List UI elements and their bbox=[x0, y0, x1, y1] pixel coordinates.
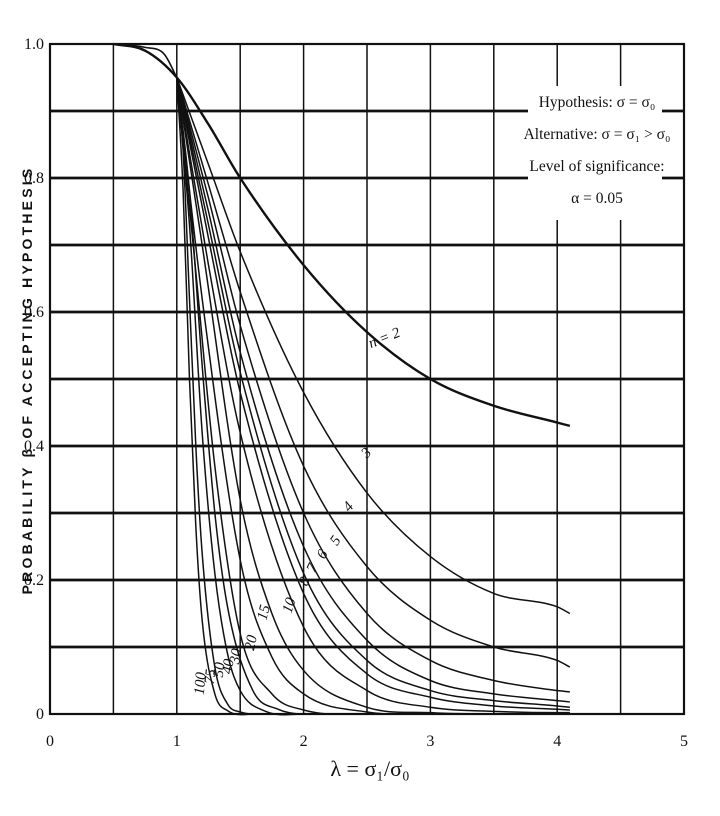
annotation-text: Level of significance: bbox=[529, 158, 664, 175]
curve-label: 7 bbox=[304, 560, 322, 575]
curve-line bbox=[176, 77, 571, 668]
y-tick-label: 0.2 bbox=[24, 572, 44, 589]
curve-line bbox=[113, 43, 178, 78]
curve-label: 10 bbox=[280, 595, 300, 615]
axes: 0 1 2 3 4 500.20.40.60.81.0 bbox=[24, 36, 688, 750]
curve-label: 15 bbox=[255, 603, 274, 622]
grid bbox=[50, 44, 684, 714]
curves bbox=[113, 42, 571, 716]
annotation-box: Hypothesis: σ = σ₀ Alternative: σ = σ₁ > … bbox=[524, 86, 671, 220]
curve-line bbox=[176, 77, 570, 711]
x-tick-label: 2 bbox=[300, 733, 308, 750]
x-tick-label: 5 bbox=[680, 733, 688, 750]
x-tick-label: 1 bbox=[173, 733, 181, 750]
x-axis-label: λ = σ₁/σ₀ bbox=[330, 756, 409, 781]
y-tick-label: 0.8 bbox=[24, 170, 44, 187]
y-tick-label: 0 bbox=[36, 706, 44, 723]
curve-line bbox=[176, 77, 571, 615]
curve-label: 40 bbox=[220, 658, 238, 676]
curve-label: 50 bbox=[211, 661, 229, 679]
annotation-text: α = 0.05 bbox=[571, 190, 623, 207]
annotation-text: Hypothesis: σ = σ₀ bbox=[539, 94, 656, 111]
x-tick-label: 4 bbox=[553, 733, 561, 750]
y-axis-label: PROBABILITY β OF ACCEPTING HYPOTHESIS bbox=[19, 166, 35, 595]
curve-line bbox=[176, 77, 570, 693]
curve-line bbox=[176, 77, 570, 714]
y-tick-label: 0.4 bbox=[24, 438, 44, 455]
curve-label: 20 bbox=[242, 633, 261, 651]
curve-label: 6 bbox=[314, 547, 332, 562]
curve-label: 75 bbox=[202, 668, 220, 685]
curve-line bbox=[176, 77, 570, 703]
x-tick-label: 3 bbox=[426, 733, 434, 750]
x-tick-label: 0 bbox=[46, 733, 54, 750]
annotation-text: Alternative: σ = σ₁ > σ₀ bbox=[524, 126, 671, 143]
curve-line bbox=[113, 42, 571, 428]
curve-line bbox=[176, 77, 570, 716]
curve-line bbox=[176, 77, 570, 709]
y-tick-label: 1.0 bbox=[24, 36, 44, 53]
y-tick-label: 0.6 bbox=[24, 304, 44, 321]
curve-label: 100 bbox=[192, 671, 210, 695]
curve-label: 30 bbox=[227, 647, 246, 666]
annotation-background bbox=[528, 86, 662, 220]
